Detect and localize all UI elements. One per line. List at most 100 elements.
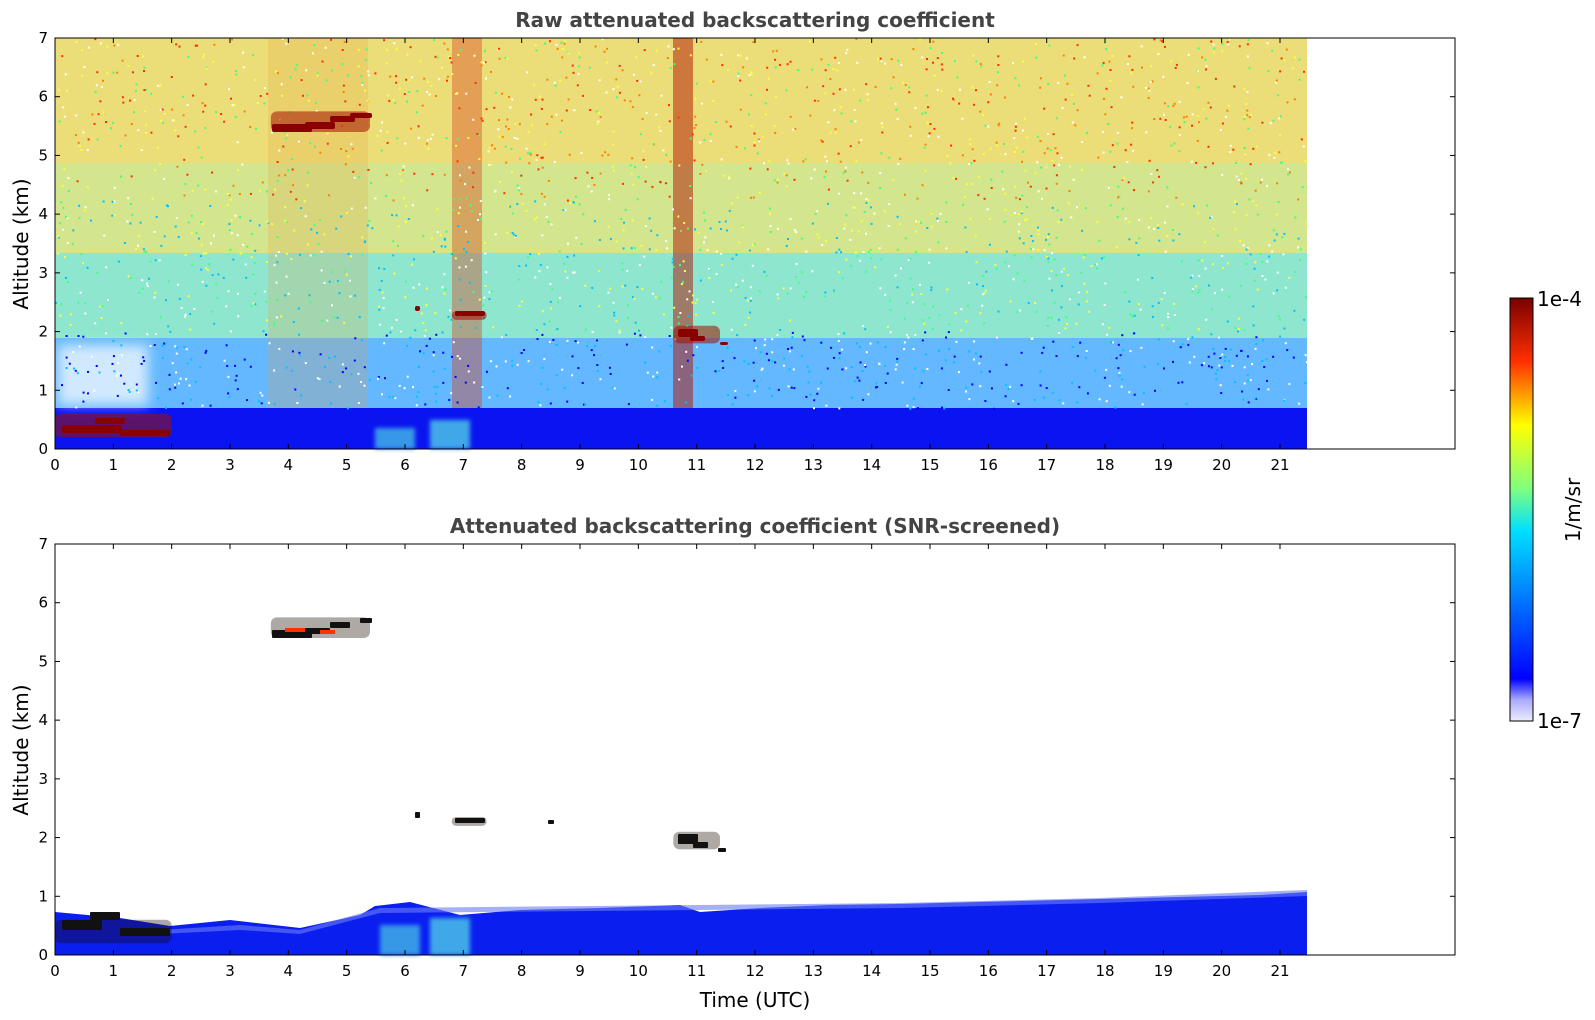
- speckle: [612, 88, 615, 91]
- speckle: [629, 100, 632, 103]
- speckle: [1224, 347, 1227, 350]
- y-tick-label: 4: [38, 205, 48, 223]
- speckle: [154, 169, 157, 172]
- speckle: [1252, 200, 1255, 203]
- speckle: [792, 368, 795, 371]
- speckle: [120, 322, 123, 325]
- speckle: [534, 44, 537, 47]
- speckle: [1284, 342, 1287, 345]
- speckle: [707, 267, 710, 270]
- speckle: [766, 66, 769, 69]
- speckle: [1243, 146, 1246, 149]
- speckle: [1278, 151, 1281, 154]
- speckle: [643, 49, 646, 52]
- speckle: [955, 177, 957, 180]
- speckle: [783, 357, 786, 360]
- speckle: [747, 299, 749, 302]
- speckle: [789, 60, 792, 63]
- speckle: [555, 113, 558, 116]
- speckle: [1114, 406, 1117, 409]
- speckle: [159, 108, 162, 111]
- speckle: [65, 277, 67, 279]
- speckle: [574, 177, 577, 180]
- speckle: [1023, 279, 1026, 282]
- speckle: [715, 250, 718, 253]
- speckle: [117, 43, 120, 46]
- speckle: [192, 94, 195, 97]
- colorbar-gradient: [1509, 297, 1534, 722]
- speckle: [79, 291, 82, 294]
- speckle: [120, 175, 123, 178]
- speckle: [419, 60, 422, 63]
- speckle: [1071, 382, 1074, 385]
- speckle: [1201, 259, 1204, 262]
- speckle: [699, 173, 702, 175]
- speckle: [153, 230, 156, 233]
- speckle: [656, 234, 659, 237]
- speckle: [1297, 198, 1300, 201]
- speckle: [1233, 85, 1236, 88]
- speckle: [816, 233, 819, 236]
- speckle: [680, 283, 683, 285]
- speckle: [693, 126, 696, 129]
- speckle: [361, 339, 364, 342]
- speckle: [1191, 124, 1193, 127]
- speckle: [347, 155, 350, 158]
- speckle: [57, 236, 60, 239]
- speckle: [601, 38, 604, 41]
- speckle: [1035, 56, 1038, 59]
- speckle: [842, 171, 845, 174]
- speckle: [347, 253, 350, 255]
- speckle: [285, 42, 288, 45]
- speckle: [275, 281, 278, 284]
- speckle: [256, 102, 259, 105]
- speckle: [1088, 310, 1091, 313]
- speckle: [76, 372, 79, 375]
- speckle: [901, 81, 904, 84]
- speckle: [285, 137, 288, 140]
- speckle: [254, 292, 257, 295]
- speckle: [444, 288, 447, 291]
- speckle: [370, 182, 372, 184]
- speckle: [972, 54, 975, 57]
- speckle: [1219, 129, 1222, 131]
- speckle: [484, 61, 487, 64]
- speckle: [260, 402, 263, 405]
- speckle: [1101, 323, 1104, 326]
- speckle: [200, 268, 203, 271]
- speckle: [1301, 186, 1304, 189]
- speckle: [648, 217, 651, 220]
- speckle: [967, 163, 970, 165]
- speckle: [168, 373, 171, 376]
- speckle: [445, 230, 448, 233]
- speckle: [896, 357, 899, 360]
- speckle: [929, 123, 932, 125]
- speckle: [1048, 44, 1051, 47]
- speckle: [774, 66, 777, 69]
- speckle: [151, 198, 154, 200]
- speckle: [1116, 216, 1119, 218]
- speckle: [1094, 369, 1097, 372]
- speckle: [232, 258, 235, 261]
- speckle: [1286, 349, 1289, 352]
- speckle: [238, 193, 241, 196]
- speckle: [519, 157, 521, 160]
- speckle: [308, 99, 311, 102]
- speckle: [364, 89, 366, 92]
- speckle: [795, 262, 798, 265]
- speckle: [895, 108, 898, 111]
- speckle: [306, 184, 309, 187]
- speckle: [612, 130, 615, 133]
- speckle: [813, 399, 816, 402]
- speckle: [1158, 239, 1161, 242]
- speckle: [84, 312, 87, 315]
- speckle: [135, 248, 137, 251]
- speckle: [385, 195, 387, 197]
- speckle: [1096, 220, 1099, 223]
- speckle: [1163, 367, 1165, 370]
- speckle: [771, 338, 774, 341]
- speckle: [194, 44, 197, 47]
- speckle: [948, 323, 951, 326]
- speckle: [563, 42, 566, 45]
- speckle: [479, 213, 481, 216]
